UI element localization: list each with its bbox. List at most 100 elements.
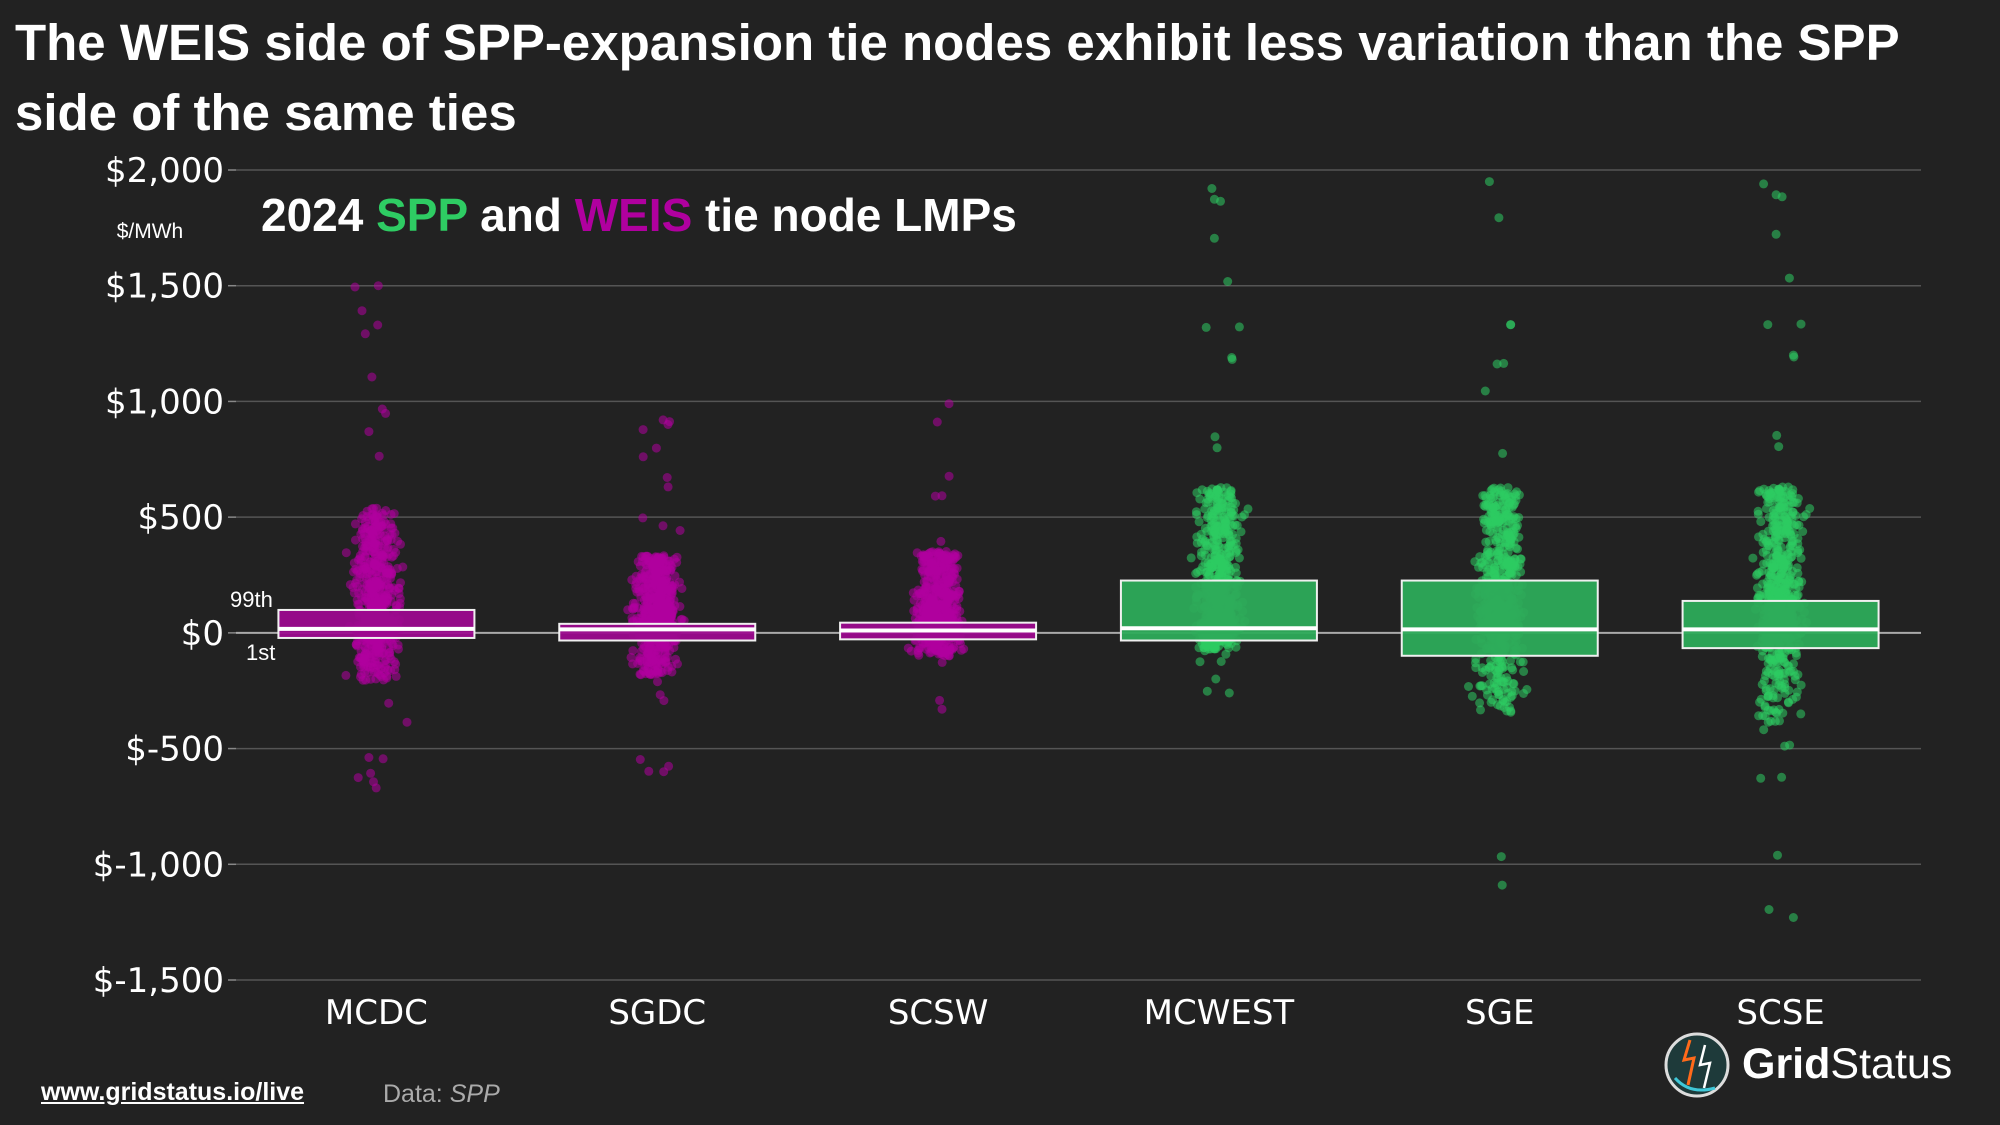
data-point — [1200, 504, 1210, 514]
data-point — [1201, 568, 1211, 577]
data-point — [372, 579, 382, 589]
data-point — [382, 595, 392, 605]
data-point — [353, 773, 363, 783]
data-point — [398, 562, 408, 572]
annotation-1st: 1st — [246, 640, 275, 665]
data-point — [1191, 569, 1201, 578]
data-point — [671, 654, 681, 664]
data-point — [393, 536, 403, 546]
y-tick-label: $500 — [137, 498, 224, 538]
data-point — [629, 603, 639, 613]
data-point — [670, 571, 680, 581]
data-point — [349, 567, 358, 577]
data-point — [631, 580, 641, 590]
data-point — [1201, 322, 1211, 332]
data-point — [1476, 681, 1486, 691]
data-point — [1793, 548, 1803, 558]
data-point — [384, 648, 394, 658]
data-point — [1491, 666, 1501, 676]
y-tick-label: $2,000 — [105, 151, 224, 191]
data-point — [1759, 179, 1769, 189]
data-point — [360, 543, 370, 553]
data-point — [1792, 651, 1801, 661]
data-point — [1224, 564, 1234, 574]
data-point — [391, 671, 401, 681]
data-point — [1502, 697, 1512, 706]
data-point — [656, 567, 666, 577]
y-tick-label: $-1,500 — [93, 961, 224, 1001]
data-point — [1503, 556, 1513, 566]
data-point — [366, 768, 376, 778]
data-point — [369, 777, 378, 787]
data-point — [1748, 553, 1758, 563]
data-point — [1786, 511, 1796, 521]
data-point — [922, 576, 932, 586]
data-point — [1191, 507, 1201, 517]
data-point — [944, 471, 954, 481]
data-point — [1224, 548, 1234, 558]
data-point — [916, 589, 926, 599]
data-point — [949, 610, 959, 619]
data-point — [1489, 678, 1499, 688]
data-point — [1186, 553, 1196, 563]
data-point — [1211, 490, 1221, 500]
data-point — [934, 548, 944, 558]
data-point — [1791, 692, 1801, 702]
y-tick-label: $-500 — [125, 730, 224, 770]
data-point — [1243, 504, 1253, 514]
data-point — [360, 551, 370, 561]
data-point — [1510, 686, 1520, 696]
chart-subtitle: 2024 SPP and WEIS tie node LMPs — [261, 189, 1017, 241]
data-point — [349, 588, 359, 598]
data-point — [648, 578, 658, 588]
x-axis-label: SCSW — [888, 993, 989, 1033]
data-point — [1476, 705, 1485, 715]
data-point — [1785, 543, 1795, 553]
data-point — [1788, 485, 1798, 495]
data-point — [1488, 503, 1498, 513]
data-point — [1777, 681, 1787, 691]
data-point — [941, 606, 951, 616]
data-point — [1504, 516, 1514, 526]
data-point — [936, 536, 946, 546]
data-point — [1494, 534, 1504, 544]
data-point — [1785, 667, 1794, 677]
data-point — [1782, 522, 1792, 532]
data-point — [1774, 442, 1784, 452]
data-point — [1494, 213, 1504, 223]
data-point — [638, 452, 648, 462]
data-point — [1753, 506, 1763, 516]
data-points — [341, 177, 1815, 922]
x-axis-label: MCWEST — [1144, 993, 1295, 1033]
data-point — [402, 717, 412, 727]
data-point — [377, 404, 387, 414]
data-point — [1467, 691, 1477, 701]
data-point — [382, 552, 392, 562]
y-tick-label: $1,000 — [105, 382, 224, 422]
box-p1-p99 — [1119, 579, 1318, 642]
data-point — [952, 563, 962, 573]
y-tick-label: $1,500 — [105, 267, 224, 307]
data-point — [373, 556, 382, 566]
subtitle-suffix: tie node LMPs — [705, 189, 1017, 241]
data-point — [1485, 527, 1495, 536]
gridstatus-live-link[interactable]: www.gridstatus.io/live — [41, 1078, 305, 1106]
data-point — [936, 648, 945, 658]
data-point — [664, 761, 674, 771]
data-point — [1503, 483, 1513, 493]
data-point — [1765, 653, 1775, 663]
data-point — [1195, 657, 1205, 667]
data-point — [1474, 562, 1483, 572]
data-point — [644, 587, 654, 597]
data-point — [641, 574, 651, 584]
y-tick-label: $-1,000 — [93, 845, 224, 885]
data-point — [657, 654, 667, 664]
data-point — [1227, 493, 1236, 503]
data-point — [1506, 320, 1516, 330]
data-point — [645, 657, 655, 667]
data-point — [1778, 578, 1788, 588]
data-point — [1207, 184, 1217, 193]
data-point — [1514, 513, 1524, 522]
data-point — [1763, 540, 1773, 550]
source-label: Data: — [383, 1080, 443, 1108]
